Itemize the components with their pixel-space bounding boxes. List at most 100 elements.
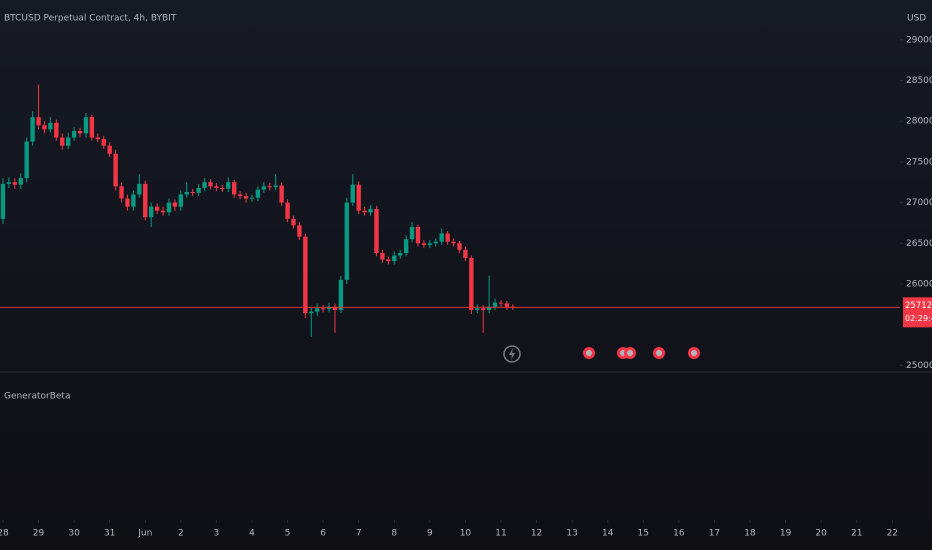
y-tick-label: 27000.0 [906,198,932,208]
candle-body [439,233,444,242]
x-tick-label: 7 [356,529,362,539]
candle-body [178,194,184,207]
candle-body [190,192,195,194]
candle-body [338,279,344,310]
candle-body [231,182,237,195]
candle-body [202,182,207,188]
candle-body [291,218,296,226]
candle-body [255,189,261,198]
x-tick-label: 21 [851,529,862,539]
candle-body [71,130,77,138]
candle-body [504,303,510,307]
candle-body [119,186,124,199]
y-tick-label: 26500.0 [906,239,932,249]
candle-body [208,182,213,187]
candle-body [267,186,272,188]
candle-body [172,202,178,207]
y-tick-label: 25000.0 [906,361,932,371]
x-tick-label: 13 [566,529,577,539]
x-tick-label: 18 [744,529,756,539]
candle-body [154,206,160,211]
candle-body [397,253,403,256]
candle-body [403,239,409,254]
candle-body [314,308,320,312]
y-tick-label: 27500.0 [906,157,932,167]
candle-body [18,178,23,185]
candle-body [184,192,189,195]
candle-body [125,198,130,207]
candle-body [409,226,415,240]
x-tick-label: 3 [214,529,220,539]
x-tick-label: 4 [249,529,255,539]
candle-body [469,257,474,310]
x-tick-label: 22 [887,529,898,539]
candle-body [42,125,47,130]
currency: USD [907,14,926,24]
candle-body [421,243,427,245]
candle-body [492,302,498,307]
x-tick-label: 29 [33,529,45,539]
candle-body [386,259,391,262]
candle-body [131,194,136,207]
candle-body [101,139,106,146]
candle-body [415,226,421,244]
candle-body [243,196,249,199]
candle-body [137,183,142,195]
candle-body [249,197,255,199]
candle-body [392,255,397,262]
candle-body [285,202,290,219]
candle-body [196,187,201,193]
x-tick-label: 10 [460,529,472,539]
y-tick-label: 28500.0 [906,76,932,86]
x-tick-label: 16 [673,529,685,539]
candle-body [303,236,308,314]
candle-body [362,210,367,213]
candle-body [309,311,314,314]
candle-body [107,145,112,154]
candle-body [0,183,6,219]
candle-body [326,306,332,310]
candle-body [433,241,438,244]
y-tick-label: 28000.0 [906,117,932,127]
x-tick-label: Jun [137,529,152,539]
candle-body [95,137,101,140]
candle-body [89,117,95,138]
chart-title: BTCUSD Perpetual Contract, 4h, BYBIT [4,14,177,24]
candle-body [445,233,450,242]
candle-body [30,117,35,142]
candle-body [6,182,12,184]
x-tick-label: 28 [0,529,9,539]
x-tick-label: 19 [780,529,792,539]
candle-body [297,225,302,237]
candle-body [65,137,71,146]
candle-body [148,206,154,218]
candle-body [160,210,166,213]
last-price-box [903,297,932,328]
x-tick-label: 31 [104,529,115,539]
indicator-label: GeneratorBeta [4,392,70,402]
candle-body [457,243,462,250]
candle-body [60,137,65,146]
candle-body [83,117,89,134]
candle-body [261,186,267,190]
x-tick-label: 9 [427,529,433,539]
x-tick-label: 15 [638,529,649,539]
candle-body [475,308,480,310]
candle-body [220,187,225,189]
x-tick-label: 12 [531,529,542,539]
x-tick-label: 11 [495,529,506,539]
candle-body [113,153,118,187]
countdown-label: 02:29:46 [905,314,932,323]
candle-body [12,182,18,185]
candle-body [356,184,361,211]
candle-body [48,122,53,130]
x-tick-label: 5 [285,529,291,539]
candle-body [427,243,433,245]
candle-body [273,185,278,188]
x-tick-label: 14 [602,529,614,539]
candle-body [54,122,59,138]
x-tick-label: 8 [391,529,397,539]
x-tick-label: 17 [709,529,720,539]
